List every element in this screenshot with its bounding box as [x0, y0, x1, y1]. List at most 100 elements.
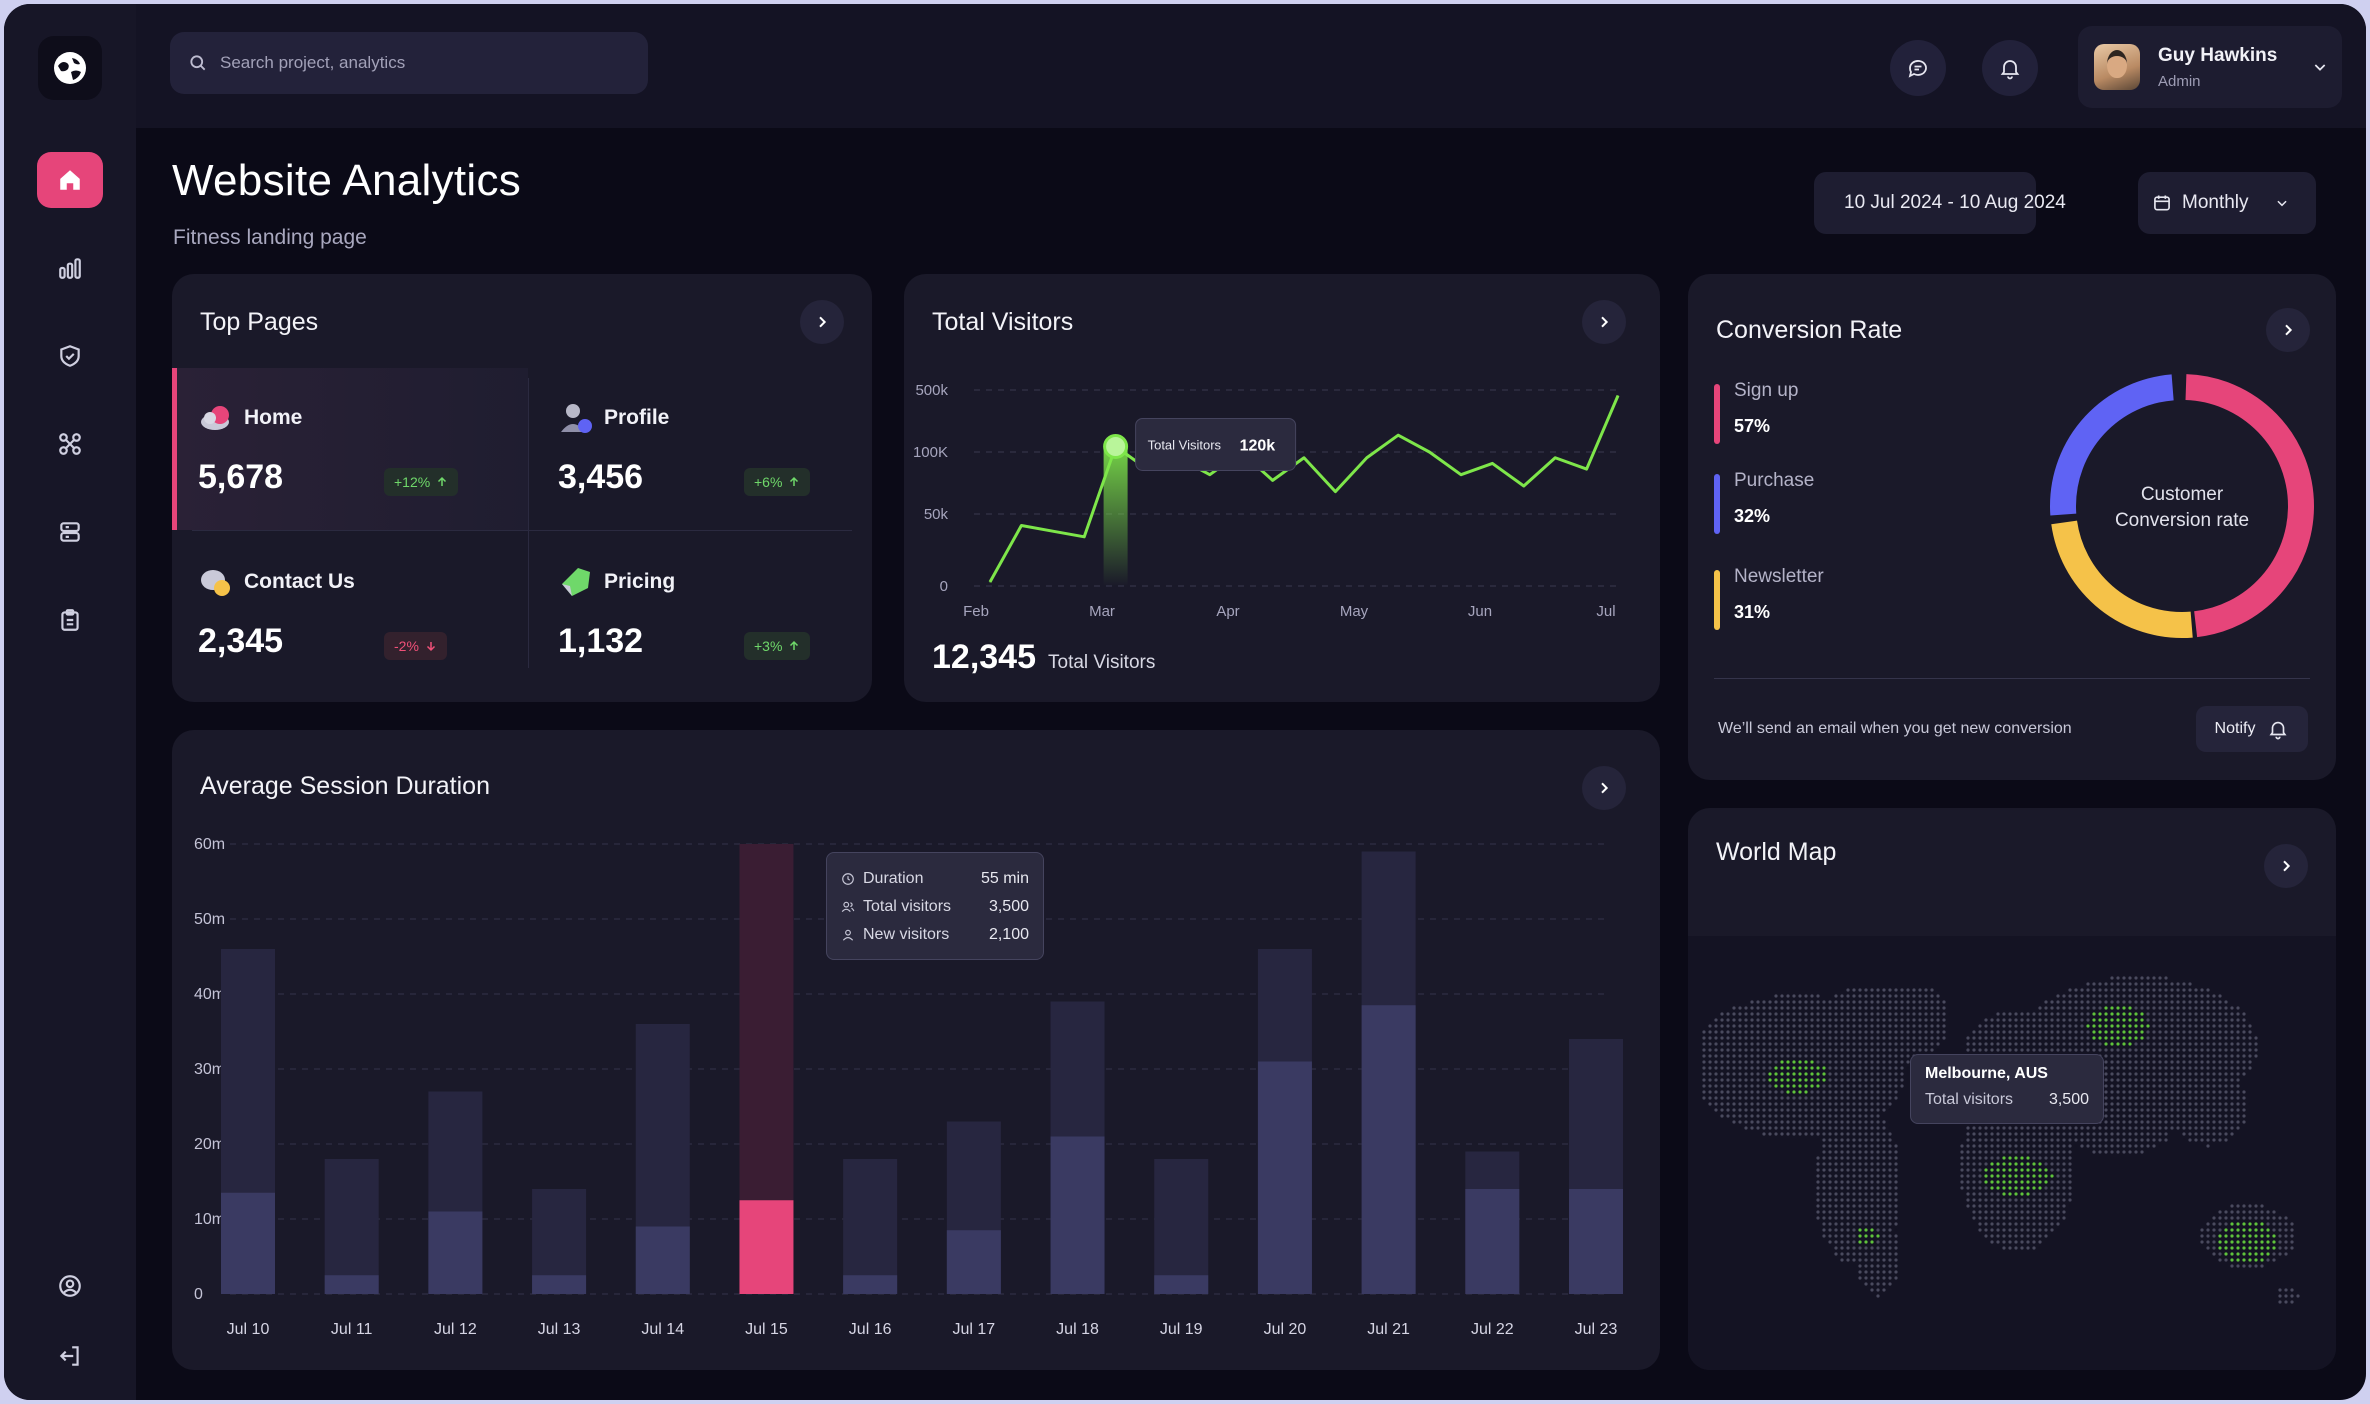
top-page-contact[interactable]: Contact Us 2,345 -2% [172, 532, 528, 694]
chat-bubble-icon [201, 570, 230, 596]
notifications-button[interactable] [1982, 40, 2038, 96]
sidebar-item-reports[interactable] [37, 592, 103, 648]
messages-button[interactable] [1890, 40, 1946, 96]
map-dot [1996, 1216, 2000, 1220]
map-dot [2164, 1048, 2168, 1052]
map-dot [1750, 1120, 1754, 1124]
map-dot [2284, 1222, 2288, 1226]
map-dot [1810, 1114, 1814, 1118]
notify-button[interactable]: Notify [2196, 706, 2308, 752]
logo[interactable] [38, 36, 102, 100]
map-dot [1888, 1222, 1892, 1226]
map-dot [2188, 988, 2192, 992]
map-dot [2038, 1222, 2042, 1226]
sidebar-item-home[interactable] [37, 152, 103, 208]
date-range-picker[interactable]: 10 Jul 2024 - 10 Aug 2024 [1814, 172, 2066, 234]
map-dot [2020, 1132, 2024, 1136]
map-dot [1972, 1138, 1976, 1142]
map-dot-active [2086, 1024, 2090, 1028]
search-input[interactable] [220, 53, 620, 73]
map-dot [1870, 1192, 1874, 1196]
map-dot-active [2020, 1174, 2024, 1178]
total-visitors-more-button[interactable] [1582, 300, 1626, 344]
world-map-more-button[interactable] [2264, 844, 2308, 888]
top-page-home[interactable]: Home 5,678 +12% [172, 368, 528, 530]
map-dot-active [2230, 1246, 2234, 1250]
map-dot [1852, 1108, 1856, 1112]
map-dot [2224, 1222, 2228, 1226]
map-dot [1882, 1060, 1886, 1064]
map-dot [1876, 1042, 1880, 1046]
map-dot [2200, 1030, 2204, 1034]
data-point [1052, 530, 1054, 532]
top-page-profile[interactable]: Profile 3,456 +6% [532, 368, 888, 530]
map-dot-active [1780, 1066, 1784, 1070]
map-dot [1732, 1024, 1736, 1028]
map-dot [2086, 1030, 2090, 1034]
map-dot [2176, 1114, 2180, 1118]
period-select[interactable]: Monthly [2138, 172, 2316, 234]
map-dot [2200, 1000, 2204, 1004]
y-tick-label: 20m [194, 1136, 225, 1153]
map-dot [1738, 1072, 1742, 1076]
map-dot [1768, 1048, 1772, 1052]
dark-mode-toggle[interactable] [37, 1162, 103, 1218]
map-dot [2206, 1240, 2210, 1244]
map-dot [1852, 1114, 1856, 1118]
sidebar-item-security[interactable] [37, 328, 103, 384]
map-dot [2056, 1042, 2060, 1046]
map-dot [1870, 1018, 1874, 1022]
sidebar-item-logout[interactable] [37, 1328, 103, 1384]
map-dot-active [2116, 1006, 2120, 1010]
map-dot [2224, 1216, 2228, 1220]
map-dot [2188, 1138, 2192, 1142]
map-dot [2164, 1084, 2168, 1088]
map-dot [1840, 1258, 1844, 1262]
sidebar-item-integrations[interactable] [37, 416, 103, 472]
map-dot [2170, 1042, 2174, 1046]
session-tooltip: Duration 55 min Total visitors 3,500 New… [826, 852, 1044, 960]
map-dot [2212, 1072, 2216, 1076]
map-dot [2188, 1114, 2192, 1118]
map-dot-active [2254, 1246, 2258, 1250]
map-dot [2068, 1024, 2072, 1028]
map-dot [2212, 1084, 2216, 1088]
map-dot [1780, 1042, 1784, 1046]
map-dot-active [2026, 1168, 2030, 1172]
map-dot [1714, 1024, 1718, 1028]
map-dot [1942, 1030, 1946, 1034]
session-more-button[interactable] [1582, 766, 1626, 810]
map-dot [1720, 1030, 1724, 1034]
map-dot [1786, 1018, 1790, 1022]
map-dot [2002, 1048, 2006, 1052]
user-profile-menu[interactable]: Guy Hawkins Admin [2078, 26, 2342, 108]
map-dot [1858, 1180, 1862, 1184]
map-dot [1846, 1192, 1850, 1196]
map-dot [2008, 1042, 2012, 1046]
sidebar-item-account[interactable] [37, 1258, 103, 1314]
map-dot [1810, 1126, 1814, 1130]
sidebar-item-servers[interactable] [37, 504, 103, 560]
world-map-dots[interactable] [1688, 936, 2336, 1370]
map-dot [2044, 1222, 2048, 1226]
map-dot [1972, 1216, 1976, 1220]
top-page-pricing[interactable]: Pricing 1,132 +3% [532, 532, 888, 694]
map-dot [2176, 1054, 2180, 1058]
top-pages-more-button[interactable] [800, 300, 844, 344]
map-dot-active [2254, 1252, 2258, 1256]
map-dot [1876, 1054, 1880, 1058]
map-dot [1894, 1198, 1898, 1202]
map-dot [1966, 1168, 1970, 1172]
map-dot [1888, 1078, 1892, 1082]
search-bar[interactable] [170, 32, 648, 94]
sidebar-item-analytics[interactable] [37, 240, 103, 296]
map-dot [1990, 1192, 1994, 1196]
conversion-more-button[interactable] [2266, 308, 2310, 352]
top-page-name: Home [244, 406, 303, 429]
map-dot [2050, 1192, 2054, 1196]
map-dot-active [2254, 1222, 2258, 1226]
map-dot-active [2230, 1258, 2234, 1262]
map-dot-active [2236, 1252, 2240, 1256]
map-dot [2272, 1216, 2276, 1220]
map-dot [2224, 1138, 2228, 1142]
